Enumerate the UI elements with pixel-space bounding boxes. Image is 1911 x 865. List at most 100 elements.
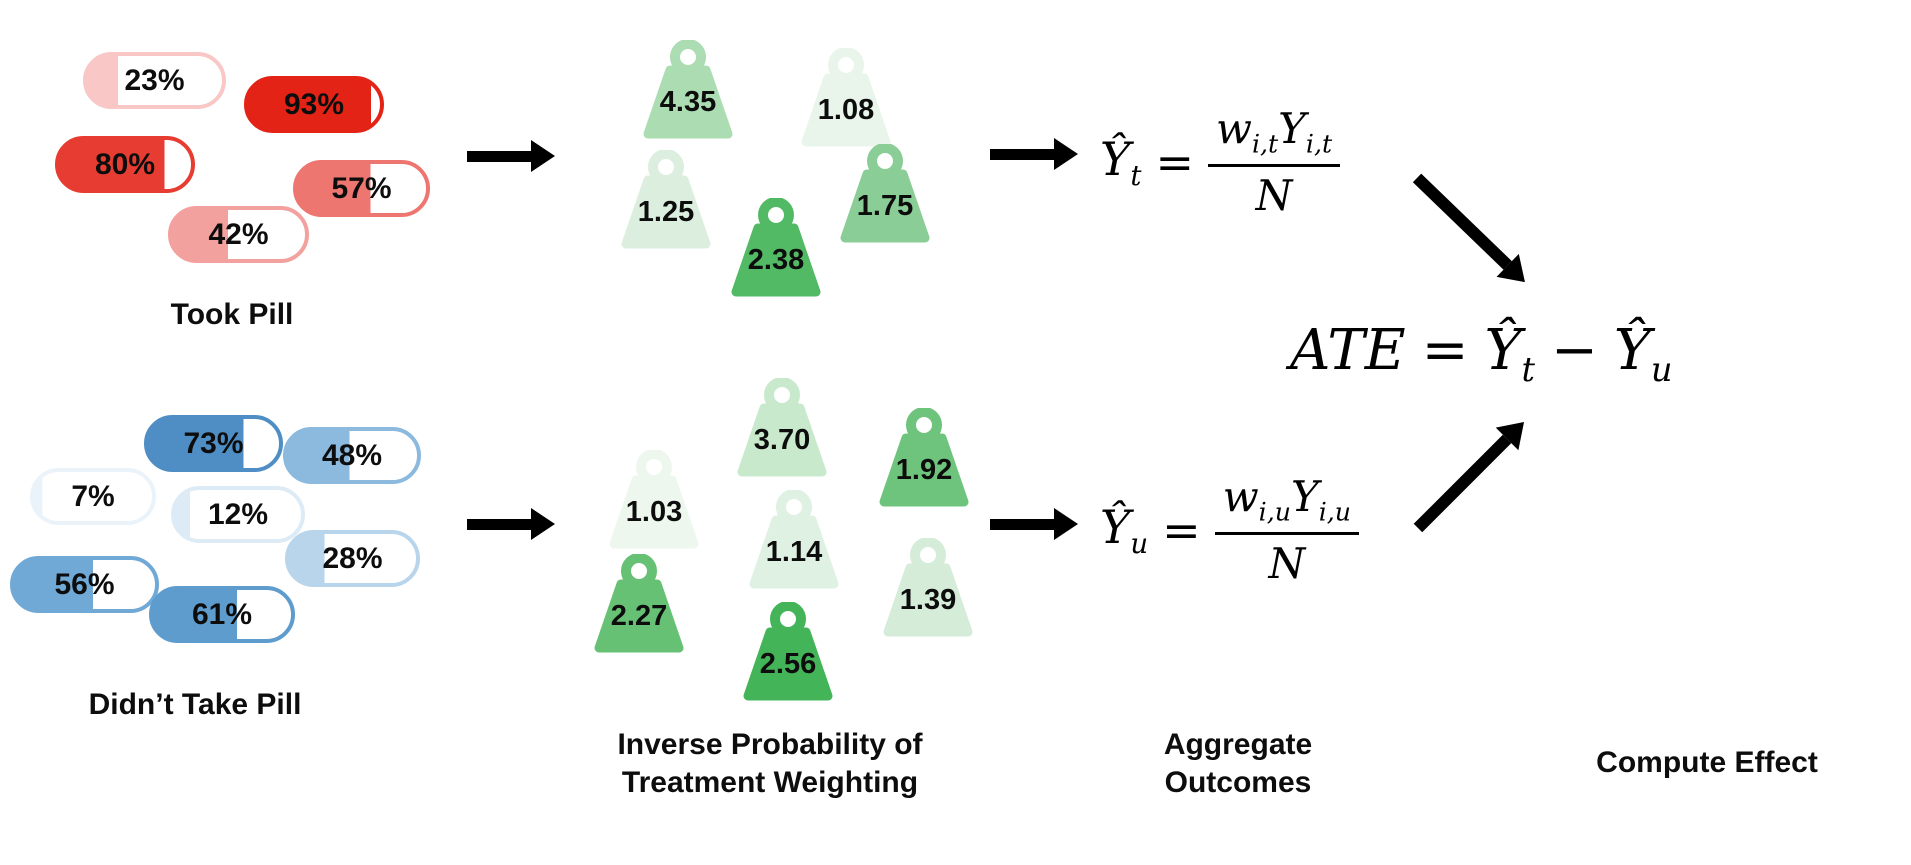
aggregate-label-line2: Outcomes	[1164, 765, 1312, 799]
arrow-head-icon	[531, 508, 555, 540]
untreated-pill-12%: 12%	[171, 486, 305, 543]
y-hat-t-symbol: Ŷt	[1485, 318, 1535, 389]
y-hat: Ŷ	[1100, 132, 1131, 187]
weight-icon	[731, 198, 821, 297]
pill-probability-value: 7%	[71, 479, 115, 513]
arrow-shaft	[990, 148, 1054, 160]
weight-value: 4.35	[659, 86, 717, 118]
weight-icon	[643, 40, 733, 139]
numerator: wi,tYi,t	[1208, 104, 1341, 168]
equals-sign: =	[1421, 318, 1469, 383]
untreated-weight-2.56: 2.56	[732, 602, 844, 708]
arrow-treated-formula-to-ate	[1406, 166, 1537, 294]
y-hat-u-symbol: Ŷu	[1614, 318, 1673, 389]
y-hat-u-symbol: Ŷu	[1100, 500, 1148, 560]
denominator-n: N	[1255, 171, 1293, 221]
weight-icon	[609, 450, 699, 549]
untreated-weight-3.70: 3.70	[726, 378, 838, 484]
treated-weight-1.75: 1.75	[829, 144, 941, 250]
weight-icon	[743, 602, 833, 701]
treated-pill-93%: 93%	[244, 76, 384, 133]
arrow-shaft	[990, 518, 1054, 530]
untreated-pill-61%: 61%	[149, 586, 295, 643]
ate-symbol: ATE	[1290, 318, 1406, 383]
weight-value: 3.70	[753, 424, 811, 456]
equals-sign: =	[1162, 503, 1201, 558]
pill-probability-value: 12%	[207, 497, 269, 531]
untreated-weight-2.27: 2.27	[583, 554, 695, 660]
pill-probability-value: 23%	[124, 63, 185, 97]
untreated-pill-56%: 56%	[10, 556, 159, 613]
minus-sign: −	[1551, 318, 1598, 383]
y-hat: Ŷ	[1100, 500, 1131, 555]
subscript-u: u	[1130, 527, 1149, 561]
treated-pill-42%: 42%	[168, 206, 309, 263]
arrow-head-icon	[531, 140, 555, 172]
untreated-weight-1.92: 1.92	[868, 408, 980, 514]
arrow-shaft	[467, 518, 531, 530]
ate-formula: ATE = Ŷt − Ŷu	[1290, 318, 1673, 389]
arrow-treated-weights-to-formula	[990, 138, 1078, 170]
arrow-untreated-pills-to-weights	[467, 508, 555, 540]
w-symbol: w	[1222, 472, 1259, 521]
pill-probability-value: 42%	[208, 217, 269, 251]
y-hat: Ŷ	[1484, 318, 1522, 383]
subscript-iu: i,u	[1258, 497, 1291, 527]
treated-group-label: Took Pill	[170, 298, 294, 331]
fraction: wi,uYi,u N	[1214, 472, 1359, 589]
weight-value: 1.08	[817, 94, 875, 126]
pill-probability-value: 57%	[331, 171, 392, 205]
pill-probability-value: 73%	[183, 426, 244, 460]
y-symbol: Y	[1278, 104, 1306, 153]
treated-weight-1.25: 1.25	[610, 150, 722, 256]
weight-value: 2.56	[759, 648, 817, 680]
subscript-t: t	[1130, 159, 1142, 193]
treated-weight-4.35: 4.35	[632, 40, 744, 146]
weight-icon	[749, 490, 839, 589]
arrow-shaft	[1413, 434, 1512, 533]
iptw-step-label: Inverse Probability of Treatment Weighti…	[570, 726, 970, 801]
treated-pill-23%: 23%	[83, 52, 226, 109]
treated-weight-2.38: 2.38	[720, 198, 832, 304]
w-symbol: w	[1216, 104, 1252, 153]
y-hat-t-symbol: Ŷt	[1100, 132, 1141, 192]
y-symbol: Y	[1290, 472, 1319, 521]
aggregate-step-label: Aggregate Outcomes	[1088, 726, 1388, 801]
arrow-untreated-formula-to-ate	[1407, 410, 1536, 540]
subscript-it: i,t	[1305, 129, 1333, 159]
y-hat: Ŷ	[1613, 318, 1651, 383]
subscript-it: i,t	[1251, 129, 1279, 159]
weight-value: 1.75	[856, 190, 914, 222]
weight-value: 2.38	[747, 244, 805, 276]
weight-value: 1.14	[765, 536, 823, 568]
pill-probability-value: 56%	[54, 567, 115, 601]
pill-probability-value: 93%	[283, 87, 345, 121]
arrow-treated-pills-to-weights	[467, 140, 555, 172]
equals-sign: =	[1155, 135, 1195, 190]
subscript-iu: i,u	[1318, 497, 1351, 527]
iptw-label-line2: Treatment Weighting	[621, 765, 919, 799]
weight-icon	[801, 48, 891, 147]
weight-icon	[840, 144, 930, 243]
untreated-pill-28%: 28%	[285, 530, 420, 587]
untreated-outcome-formula: Ŷu = wi,uYi,u N	[1100, 472, 1359, 588]
weight-value: 2.27	[610, 600, 668, 632]
untreated-weight-1.14: 1.14	[738, 490, 850, 596]
arrow-head-icon	[1054, 508, 1078, 540]
compute-effect-label: Compute Effect	[1596, 746, 1818, 779]
denominator-n: N	[1268, 539, 1306, 589]
weight-value: 1.03	[625, 496, 683, 528]
subscript-t: t	[1521, 350, 1536, 390]
weight-icon	[594, 554, 684, 653]
weight-value: 1.25	[637, 196, 695, 228]
treated-weight-1.08: 1.08	[790, 48, 902, 154]
weight-value: 1.39	[899, 584, 957, 616]
untreated-weight-1.03: 1.03	[598, 450, 710, 556]
subscript-u: u	[1650, 350, 1673, 390]
untreated-pill-7%: 7%	[30, 468, 156, 525]
pill-probability-value: 61%	[191, 597, 253, 631]
treated-pill-57%: 57%	[293, 160, 430, 217]
weight-icon	[879, 408, 969, 507]
untreated-pill-73%: 73%	[144, 415, 283, 472]
